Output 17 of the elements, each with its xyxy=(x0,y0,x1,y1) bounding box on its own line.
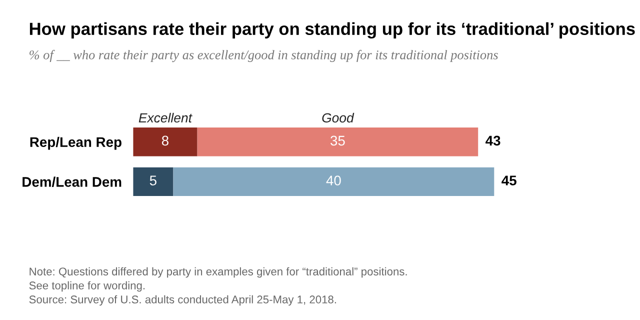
data-label: 35 xyxy=(330,136,345,146)
data-label: 40 xyxy=(326,176,341,186)
text: Note: Questions differed by party in examples given for “traditional” positions. See topline for wording. Source: Survey of U.S. adults conducted April 25-May 1, 2018. xyxy=(29,267,407,306)
total-label: 43 xyxy=(486,136,500,146)
data-label: 5 xyxy=(150,176,156,186)
chart-subtitle: % of __ who rate their party as excellent/good in standing up for its traditional positions xyxy=(30,50,498,62)
y-tick-label: Rep/Lean Rep xyxy=(30,136,122,150)
bar xyxy=(133,128,198,156)
series-label: Good xyxy=(322,112,354,123)
y-tick-label: Dem/Lean Dem xyxy=(22,176,122,187)
bar xyxy=(133,167,174,196)
series-label: Excellent xyxy=(138,112,192,123)
bar xyxy=(197,128,478,156)
bar xyxy=(173,167,494,196)
total-label: 45 xyxy=(502,176,516,186)
data-label: 8 xyxy=(162,136,168,146)
chart-title: How partisans rate their party on standing up for its ‘traditional’ positions xyxy=(30,22,635,39)
